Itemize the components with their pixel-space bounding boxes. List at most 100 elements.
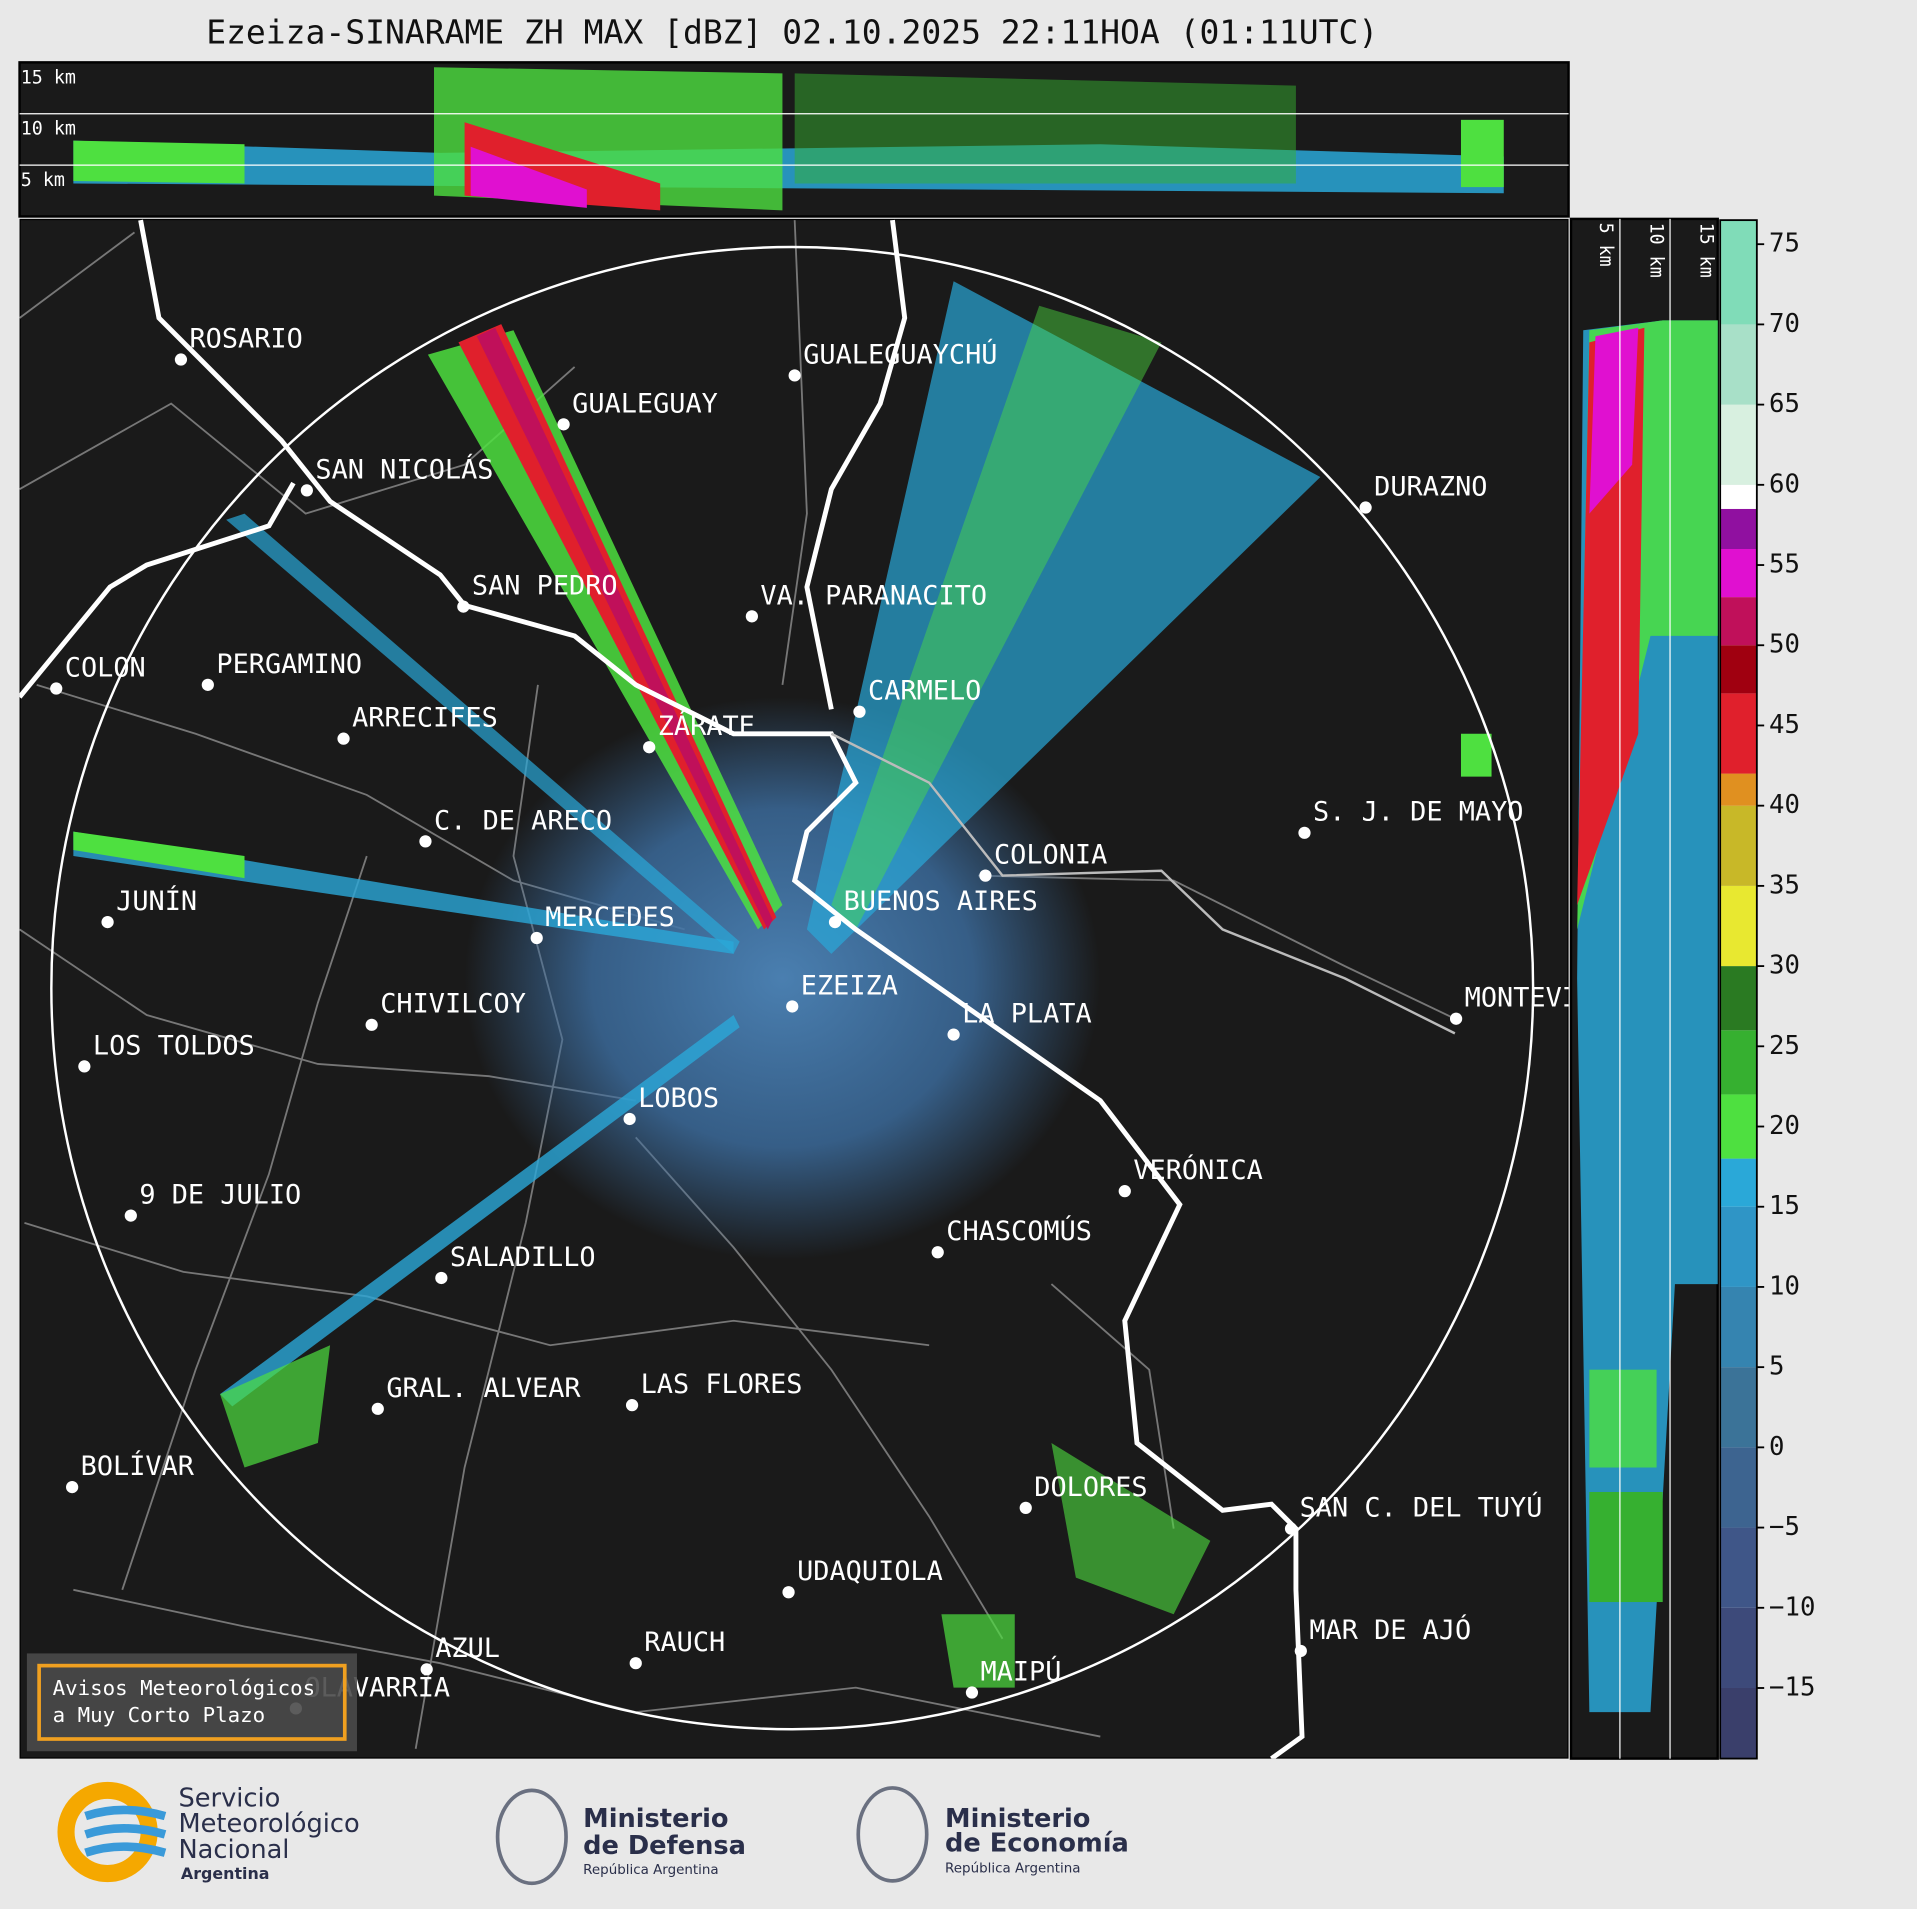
city-label: GUALEGUAY bbox=[572, 388, 718, 419]
colorbar-tick-label: 45 bbox=[1769, 710, 1800, 740]
km-label: 5 km bbox=[1595, 223, 1616, 267]
city-dot bbox=[420, 1663, 433, 1676]
title: Ezeiza-SINARAME ZH MAX [dBZ] 02.10.2025 … bbox=[206, 13, 1378, 52]
colorbar-tick-label: 75 bbox=[1769, 229, 1800, 259]
city-label: JUNÍN bbox=[116, 885, 197, 917]
colorbar-tick-label: 10 bbox=[1769, 1271, 1800, 1301]
city-label: SAN C. DEL TUYÚ bbox=[1300, 1492, 1543, 1524]
city-dot bbox=[979, 869, 992, 882]
logo-text: República Argentina bbox=[583, 1862, 718, 1878]
top-panel: 15 km 10 km 5 km bbox=[18, 61, 1570, 218]
range-ring bbox=[50, 245, 1535, 1731]
colorbar-band bbox=[1720, 1527, 1757, 1608]
logos: Servicio Meteorológico Nacional Argentin… bbox=[57, 1781, 1129, 1886]
city-dot bbox=[419, 835, 432, 848]
colorbar-band bbox=[1720, 324, 1757, 405]
warning-text[interactable]: a Muy Corto Plazo bbox=[53, 1703, 266, 1727]
city-label: CHASCOMÚS bbox=[946, 1215, 1092, 1247]
city-label: LOBOS bbox=[638, 1083, 719, 1114]
colorbar-tick-label: 50 bbox=[1769, 630, 1800, 660]
colorbar-tick-label: −10 bbox=[1769, 1592, 1815, 1622]
city-label: S. J. DE MAYO bbox=[1313, 797, 1523, 828]
colorbar-band bbox=[1720, 805, 1757, 886]
city-label: DURAZNO bbox=[1374, 471, 1487, 502]
colorbar-tick-label: 20 bbox=[1769, 1111, 1800, 1141]
city-label: COLONIA bbox=[994, 840, 1107, 871]
city-label: 9 DE JULIO bbox=[139, 1180, 301, 1211]
warning-button[interactable]: Avisos Meteorológicos a Muy Corto Plazo bbox=[26, 1653, 357, 1752]
map: ROSARIO GUALEGUAYCHÚ GUALEGUAY SAN NICOLÁS D… bbox=[19, 218, 1627, 1759]
km-label: 5 km bbox=[21, 170, 65, 191]
city-dot bbox=[78, 1060, 91, 1073]
city-label: CARMELO bbox=[868, 676, 981, 707]
city-label: ZÁRATE bbox=[658, 710, 755, 742]
colorbar-band bbox=[1720, 1687, 1757, 1759]
city-label: AZUL bbox=[435, 1633, 500, 1664]
colorbar-band bbox=[1720, 548, 1757, 598]
colorbar-band bbox=[1720, 885, 1757, 967]
city-label: SAN NICOLÁS bbox=[315, 453, 493, 485]
city-dot bbox=[174, 353, 188, 366]
city-label: MAR DE AJÓ bbox=[1309, 1614, 1471, 1646]
city-label: BUENOS AIRES bbox=[844, 886, 1038, 917]
city-label: LOS TOLDOS bbox=[93, 1030, 255, 1061]
colorbar-tick-label: 40 bbox=[1769, 790, 1800, 820]
city-dot bbox=[1118, 1185, 1131, 1198]
colorbar-band bbox=[1720, 1030, 1757, 1095]
colorbar-band bbox=[1720, 484, 1757, 509]
side-panel: 5 km 10 km 15 km bbox=[1569, 217, 1719, 1760]
city-dot bbox=[947, 1028, 960, 1041]
city-dot bbox=[786, 1000, 799, 1013]
colorbar-tick-label: −5 bbox=[1769, 1512, 1800, 1542]
colorbar-tick-label: 65 bbox=[1769, 389, 1800, 419]
logo-text: Servicio bbox=[178, 1783, 280, 1813]
city-dot bbox=[337, 732, 350, 745]
colorbar-tick-label: 25 bbox=[1769, 1031, 1800, 1061]
city-label: SALADILLO bbox=[450, 1242, 596, 1273]
warning-text[interactable]: Avisos Meteorológicos bbox=[53, 1676, 316, 1700]
colorbar-band bbox=[1720, 1094, 1757, 1159]
city-dot bbox=[965, 1686, 979, 1699]
logo-text: Nacional bbox=[178, 1835, 289, 1865]
city-label: MONTEVIDEO bbox=[1465, 983, 1627, 1014]
logo-text: Argentina bbox=[181, 1864, 270, 1883]
colorbar-frame bbox=[1719, 219, 1758, 1760]
city-label: DOLORES bbox=[1034, 1472, 1147, 1503]
logo-text: Ministerio bbox=[945, 1804, 1090, 1834]
city-label: LAS FLORES bbox=[641, 1369, 803, 1400]
city-dot bbox=[371, 1402, 384, 1415]
colorbar-tick-label: −15 bbox=[1769, 1672, 1815, 1702]
colorbar-band bbox=[1720, 1607, 1757, 1688]
colorbar-band bbox=[1720, 1158, 1757, 1207]
city-label: VERÓNICA bbox=[1133, 1154, 1263, 1186]
city-dot bbox=[1359, 501, 1372, 514]
city-dot bbox=[300, 484, 313, 497]
colorbar-band bbox=[1720, 693, 1757, 774]
city-dot bbox=[745, 610, 758, 623]
city-dot bbox=[457, 600, 470, 613]
city-dot bbox=[828, 915, 842, 929]
city-dot bbox=[124, 1209, 137, 1222]
city-dot bbox=[1449, 1012, 1463, 1025]
km-label: 15 km bbox=[1695, 223, 1716, 278]
colorbar-band bbox=[1720, 404, 1757, 485]
city-label: BOLÍVAR bbox=[81, 1450, 195, 1482]
city-label: SAN PEDRO bbox=[472, 571, 618, 602]
colorbar-band bbox=[1720, 1206, 1757, 1287]
city-dot bbox=[643, 741, 656, 754]
city-dot bbox=[50, 682, 63, 695]
city-dot bbox=[1294, 1644, 1307, 1658]
colorbar-tick-label: 5 bbox=[1769, 1352, 1784, 1382]
coastline-uy bbox=[830, 732, 1456, 1035]
city-dot bbox=[788, 369, 801, 382]
city-dot bbox=[66, 1480, 79, 1494]
radar-echoes bbox=[73, 281, 1492, 1688]
colorbar-band bbox=[1720, 597, 1757, 646]
colorbar-tick-label: 70 bbox=[1769, 309, 1800, 339]
colorbar-tick-label: 15 bbox=[1769, 1191, 1800, 1221]
colorbar-band bbox=[1720, 1286, 1757, 1368]
city-dot bbox=[1019, 1501, 1032, 1514]
city-label: MERCEDES bbox=[545, 902, 675, 933]
